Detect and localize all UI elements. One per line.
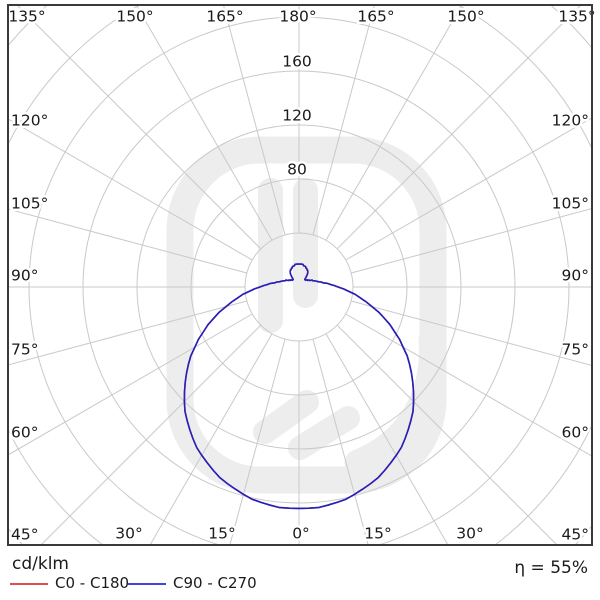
angle-label-top: 135° — [8, 8, 45, 26]
axis-labels: 135° 150° 165° 180° 165° 150° 135° 30° 15° 0° 15° 3… — [6, 5, 598, 546]
angle-label-top: 150° — [447, 8, 484, 26]
radial-tick-label: 160 — [282, 53, 312, 71]
legend-label-c0-c180: C0 - C180 — [55, 574, 130, 592]
legend-item-c0-c180: C0 - C180 — [10, 576, 129, 591]
angle-label-bottom: 15° — [364, 525, 391, 543]
angle-label-top: 165° — [357, 8, 394, 26]
legend-item-c90-c270: C90 - C270 — [128, 576, 257, 591]
angle-label-bottom: 30° — [456, 525, 483, 543]
angle-label-bottom: 30° — [115, 525, 142, 543]
angle-label-left: 90° — [11, 267, 38, 285]
angle-label-top: 150° — [116, 8, 153, 26]
radial-tick-label: 80 — [287, 161, 307, 179]
legend-label-c90-c270: C90 - C270 — [173, 574, 257, 592]
radial-tick-label: 120 — [282, 107, 312, 125]
legend-line-blue — [128, 582, 166, 585]
legend-line-red — [10, 582, 48, 585]
efficiency-label: η = 55% — [514, 558, 588, 578]
plot-border — [7, 4, 593, 546]
angle-label-left: 60° — [11, 424, 38, 442]
angle-label-left: 75° — [11, 341, 38, 359]
angle-label-left: 105° — [11, 195, 48, 213]
angle-label-right: 105° — [552, 195, 589, 213]
angle-label-left: 45° — [11, 526, 38, 544]
angle-label-right: 45° — [562, 526, 589, 544]
curve-c90-c270 — [183, 263, 415, 510]
angle-label-right: 90° — [562, 267, 589, 285]
watermark-logo — [166, 136, 447, 494]
angle-label-left: 120° — [11, 112, 48, 130]
angle-label-bottom: 15° — [208, 525, 235, 543]
angle-label-top: 165° — [206, 8, 243, 26]
angle-label-right: 120° — [552, 112, 589, 130]
angle-label-right: 75° — [562, 341, 589, 359]
angle-label-right: 60° — [562, 424, 589, 442]
angle-label-top: 135° — [558, 8, 595, 26]
angle-label-top: 180° — [279, 8, 316, 26]
unit-label: cd/klm — [12, 554, 69, 574]
angle-label-bottom: 0° — [292, 525, 310, 543]
